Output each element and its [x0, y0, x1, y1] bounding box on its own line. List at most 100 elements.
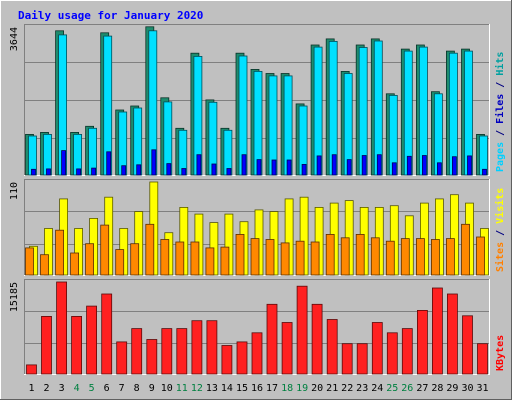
panel-top-legend: Pages / Files / Hits: [494, 52, 506, 172]
panel-bot: 15185 KBytes: [9, 279, 506, 375]
legend-entry-visits: Visits: [494, 188, 506, 224]
x-tick-label: 5: [89, 383, 95, 394]
pages-bar: [211, 163, 217, 176]
pages-bar: [166, 163, 172, 176]
x-tick-label: 7: [119, 383, 125, 394]
x-tick-label: 9: [149, 383, 155, 394]
kbytes-bar: [131, 328, 143, 375]
sites-bar: [461, 223, 470, 276]
x-tick-label: 13: [206, 383, 218, 394]
pages-bar: [46, 168, 51, 176]
pages-bar: [346, 159, 352, 176]
x-tick-label: 6: [104, 383, 110, 394]
kbytes-bar: [161, 328, 173, 375]
sites-bar: [100, 224, 110, 276]
kbytes-bar: [356, 343, 368, 375]
sites-bar: [430, 239, 440, 276]
pages-bar: [421, 155, 427, 176]
kbytes-bar: [56, 281, 67, 375]
x-tick-label: 2: [43, 383, 49, 394]
sites-bar: [220, 246, 230, 276]
legend-entry-: /: [495, 76, 506, 94]
sites-bar: [25, 247, 34, 276]
panel-bot-max-label: 15185: [9, 282, 20, 312]
sites-bar: [445, 238, 455, 276]
sites-bar: [280, 242, 290, 276]
panel-mid-legend: Sites / Visits: [494, 188, 506, 272]
sites-bar: [370, 237, 380, 276]
x-tick-label: 14: [221, 383, 233, 394]
x-tick-label: 4: [74, 383, 80, 394]
sites-bar: [190, 241, 200, 276]
x-tick-label: 21: [326, 383, 338, 394]
x-tick-label: 29: [446, 383, 458, 394]
pages-bar: [451, 156, 457, 176]
legend-entry-pages: Pages: [495, 142, 506, 172]
chart-title: Daily usage for January 2020: [18, 9, 203, 22]
pages-bar: [271, 159, 277, 176]
kbytes-bar: [462, 315, 473, 375]
kbytes-bar: [146, 339, 158, 375]
x-tick-label: 10: [161, 383, 173, 394]
kbytes-bar: [26, 364, 37, 375]
sites-bar: [340, 237, 350, 276]
pages-bar: [31, 168, 36, 176]
sites-bar: [265, 239, 275, 276]
panel-bot-legend: KBytes: [495, 335, 506, 371]
sites-bar: [130, 243, 140, 276]
x-tick-label: 28: [431, 383, 443, 394]
panel-top-max-label: 3644: [9, 27, 20, 51]
sites-bar: [70, 252, 79, 276]
kbytes-bar: [296, 285, 308, 375]
sites-bar: [385, 240, 395, 276]
sites-bar: [355, 233, 365, 276]
pages-bar: [286, 159, 292, 176]
x-tick-label: 11: [176, 383, 188, 394]
kbytes-bar: [401, 328, 413, 375]
panel-mid-bars: [25, 181, 489, 276]
x-tick-label: 24: [371, 383, 383, 394]
chart-panels: 3644 Pages / Files / Hits 110 Sites / Visit…: [9, 24, 506, 375]
x-tick-label: 27: [416, 383, 428, 394]
panel-mid-max-label: 110: [9, 182, 20, 200]
x-tick-label: 26: [401, 383, 413, 394]
x-tick-label: 16: [251, 383, 263, 394]
sites-bar: [310, 241, 320, 276]
panel-top: 3644 Pages / Files / Hits: [9, 24, 506, 176]
x-tick-label: 19: [296, 383, 308, 394]
kbytes-bar: [386, 332, 398, 375]
pages-bar: [331, 154, 337, 176]
panel-bot-bars: [26, 281, 488, 375]
pages-bar: [316, 155, 322, 176]
kbytes-bar: [446, 293, 458, 375]
pages-bar: [256, 159, 262, 176]
x-tick-label: 30: [461, 383, 473, 394]
kbytes-bar: [206, 320, 218, 375]
x-tick-label: 23: [356, 383, 368, 394]
kbytes-bar: [41, 315, 52, 375]
sites-bar: [40, 254, 49, 276]
kbytes-bar: [266, 303, 278, 375]
kbytes-bar: [416, 309, 428, 375]
panel-top-bars: [25, 26, 488, 176]
kbytes-bar: [71, 315, 82, 375]
pages-bar: [106, 151, 112, 176]
x-tick-label: 25: [386, 383, 398, 394]
pages-bar: [406, 155, 412, 176]
kbytes-bar: [176, 328, 188, 375]
x-tick-label: 22: [341, 383, 353, 394]
pages-bar: [482, 168, 487, 176]
x-tick-label: 1: [28, 383, 34, 394]
x-tick-label: 31: [476, 383, 488, 394]
kbytes-bar: [341, 343, 353, 375]
kbytes-bar: [236, 341, 248, 375]
pages-bar: [376, 154, 382, 176]
kbytes-bar: [371, 322, 383, 375]
x-tick-label: 18: [281, 383, 293, 394]
x-tick-label: 8: [134, 383, 140, 394]
kbytes-bar: [86, 305, 97, 375]
sites-bar: [205, 247, 215, 276]
pages-bar: [151, 149, 157, 176]
pages-bar: [301, 163, 307, 176]
x-tick-label: 3: [59, 383, 65, 394]
